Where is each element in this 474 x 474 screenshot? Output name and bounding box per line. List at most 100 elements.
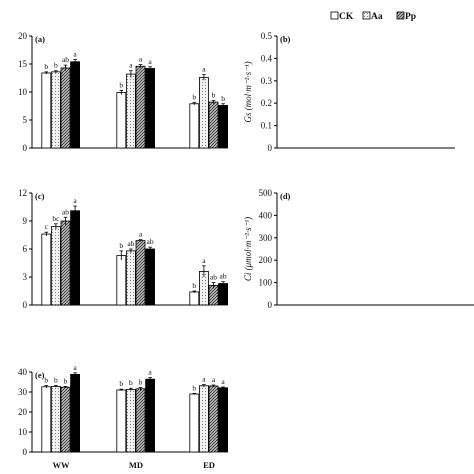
significance-letter: b: [64, 376, 68, 385]
bar-ck-md: [116, 255, 127, 306]
bar-aa-ww: [51, 226, 61, 306]
y-tick-label: 0.4: [261, 53, 273, 63]
y-tick-label: 0.2: [261, 98, 272, 108]
significance-letter: a: [73, 50, 77, 59]
significance-letter: b: [212, 90, 216, 99]
legend-label-pp: Pp: [405, 12, 416, 22]
significance-letter: ab: [147, 237, 154, 246]
significance-letter: a: [212, 375, 216, 384]
bar-fourth-ww: [70, 61, 80, 149]
bar-pp-ww: [60, 220, 71, 306]
bar-ck-ww: [41, 72, 52, 149]
y-tick-label: 0: [268, 143, 273, 153]
bar-fourth-ww: [70, 210, 80, 306]
panel-label: (c): [35, 191, 45, 201]
significance-letter: b: [139, 378, 143, 387]
significance-letter: a: [139, 55, 143, 64]
bar-ck-ed: [189, 393, 200, 453]
significance-letter: b: [119, 379, 123, 388]
y-tick-label: 0: [23, 143, 28, 153]
significance-letter: b: [119, 241, 123, 250]
significance-letter: b: [44, 376, 48, 385]
bar-pp-md: [135, 65, 146, 149]
y-tick-label: 20: [18, 31, 28, 41]
significance-letter: a: [73, 363, 77, 372]
bar-aa-md: [126, 73, 136, 149]
bar-aa-ed: [198, 385, 209, 453]
y-tick-label: 0: [23, 447, 28, 457]
y-axis-label: Gs (mol·m⁻²·s⁻¹): [243, 61, 253, 122]
y-tick-label: 10: [18, 427, 28, 437]
bar-aa-md: [126, 250, 136, 306]
significance-letter: ab: [220, 272, 227, 281]
significance-letter: a: [139, 230, 143, 239]
significance-letter: a: [148, 368, 152, 377]
category-label-ed: ED: [203, 460, 215, 470]
significance-letter: b: [192, 383, 196, 392]
significance-letter: a: [202, 65, 206, 74]
bar-aa-ed: [198, 77, 209, 149]
significance-letter: a: [129, 61, 133, 70]
y-tick-label: 300: [259, 233, 273, 243]
y-tick-label: 10: [18, 87, 28, 97]
y-tick-label: 5: [23, 115, 28, 125]
y-tick-label: 400: [259, 210, 273, 220]
significance-letter: b: [54, 61, 58, 70]
bar-ck-md: [116, 389, 127, 453]
category-label-md: MD: [129, 460, 143, 470]
bar-pp-ed: [208, 101, 219, 149]
bar-pp-ed: [208, 284, 219, 306]
panel-label: (e): [35, 370, 45, 380]
panel-1: 00.10.20.30.40.5(b)Gs (mol·m⁻²·s⁻¹)bbbab…: [243, 31, 455, 153]
bar-pp-md: [135, 240, 146, 306]
y-axis-label: Ci (μmol·m⁻²·s⁻¹): [243, 217, 253, 281]
significance-letter: c: [45, 222, 49, 231]
bar-fourth-ed: [218, 283, 229, 306]
y-tick-label: 100: [259, 278, 273, 288]
significance-letter: b: [221, 94, 225, 103]
y-tick-label: 0: [23, 300, 28, 310]
bar-fourth-ed: [218, 105, 229, 149]
bar-pp-md: [135, 388, 146, 453]
bar-fourth-md: [145, 68, 156, 149]
bar-pp-ed: [208, 385, 219, 453]
significance-letter: ab: [127, 239, 134, 248]
significance-letter: a: [202, 375, 206, 384]
bar-fourth-ed: [218, 387, 229, 453]
panel-label: (b): [280, 34, 291, 44]
panel-label: (a): [35, 34, 45, 44]
legend-swatch-ck: [330, 11, 339, 20]
bar-fourth-md: [145, 378, 156, 453]
y-tick-label: 15: [18, 59, 28, 69]
significance-letter: b: [54, 376, 58, 385]
category-label-ww: WW: [53, 460, 71, 470]
bar-pp-ww: [60, 386, 71, 453]
panel-label: (d): [280, 191, 291, 201]
significance-letter: ab: [210, 273, 217, 282]
bar-ck-ed: [189, 291, 200, 306]
significance-letter: a: [148, 57, 152, 66]
significance-letter: b: [44, 62, 48, 71]
significance-letter: b: [129, 378, 133, 387]
significance-letter: ab: [62, 55, 69, 64]
y-tick-label: 200: [259, 255, 273, 265]
significance-letter: a: [73, 196, 77, 205]
legend-swatch-pp: [396, 11, 405, 20]
significance-letter: bc: [52, 214, 60, 223]
bar-ck-ed: [189, 103, 200, 149]
y-tick-label: 30: [18, 387, 28, 397]
y-tick-label: 12: [18, 188, 27, 198]
bar-ck-ww: [41, 233, 52, 306]
significance-letter: b: [192, 281, 196, 290]
bar-aa-ww: [51, 385, 61, 453]
bar-aa-md: [126, 388, 136, 453]
bar-fourth-ww: [70, 373, 80, 453]
significance-letter: b: [192, 93, 196, 102]
significance-letter: b: [119, 80, 123, 89]
legend-swatch-aa: [362, 11, 371, 20]
